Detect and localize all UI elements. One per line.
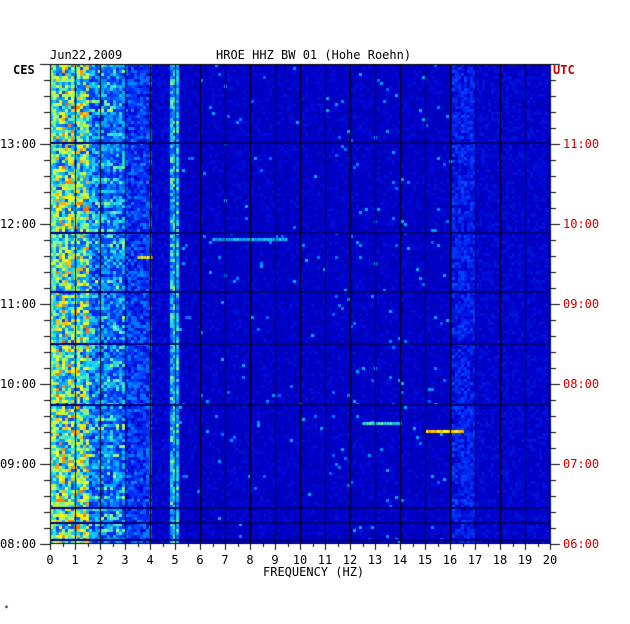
frequency-tick: 15 [417, 553, 433, 567]
frequency-tick: 9 [271, 553, 279, 567]
left-time-tick: 11:00 [0, 297, 37, 311]
frequency-tick: 6 [196, 553, 204, 567]
frequency-tick: 4 [146, 553, 154, 567]
frequency-tick: 18 [492, 553, 508, 567]
frequency-tick: 16 [442, 553, 458, 567]
footer-mark: * [4, 604, 9, 613]
frequency-tick: 0 [46, 553, 54, 567]
left-time-tick: 09:00 [0, 457, 37, 471]
frequency-tick: 17 [467, 553, 483, 567]
right-time-tick: 07:00 [563, 457, 600, 471]
left-timezone-label: CES [13, 63, 35, 77]
x-axis-title: FREQUENCY (HZ) [263, 565, 365, 579]
frequency-tick: 1 [71, 553, 79, 567]
left-time-tick: 10:00 [0, 377, 37, 391]
frequency-tick: 13 [367, 553, 383, 567]
frequency-tick: 8 [246, 553, 254, 567]
right-time-tick: 11:00 [563, 137, 600, 151]
right-time-tick: 06:00 [563, 537, 600, 551]
frequency-tick: 7 [221, 553, 229, 567]
left-time-tick: 13:00 [0, 137, 37, 151]
right-timezone-label: UTC [553, 63, 575, 77]
frequency-tick: 5 [171, 553, 179, 567]
frequency-tick: 19 [517, 553, 533, 567]
frequency-tick: 14 [392, 553, 408, 567]
right-time-tick: 10:00 [563, 217, 600, 231]
frequency-tick: 10 [292, 553, 308, 567]
right-time-tick: 08:00 [563, 377, 600, 391]
frequency-tick: 12 [342, 553, 358, 567]
left-time-tick: 12:00 [0, 217, 37, 231]
left-time-tick: 08:00 [0, 537, 37, 551]
frequency-tick: 20 [542, 553, 558, 567]
date-label: Jun22,2009 [50, 48, 123, 62]
right-time-tick: 09:00 [563, 297, 600, 311]
station-label: HROE HHZ BW 01 (Hohe Roehn) [216, 48, 412, 62]
frequency-tick: 11 [317, 553, 333, 567]
frequency-tick: 2 [96, 553, 104, 567]
frequency-tick: 3 [121, 553, 129, 567]
